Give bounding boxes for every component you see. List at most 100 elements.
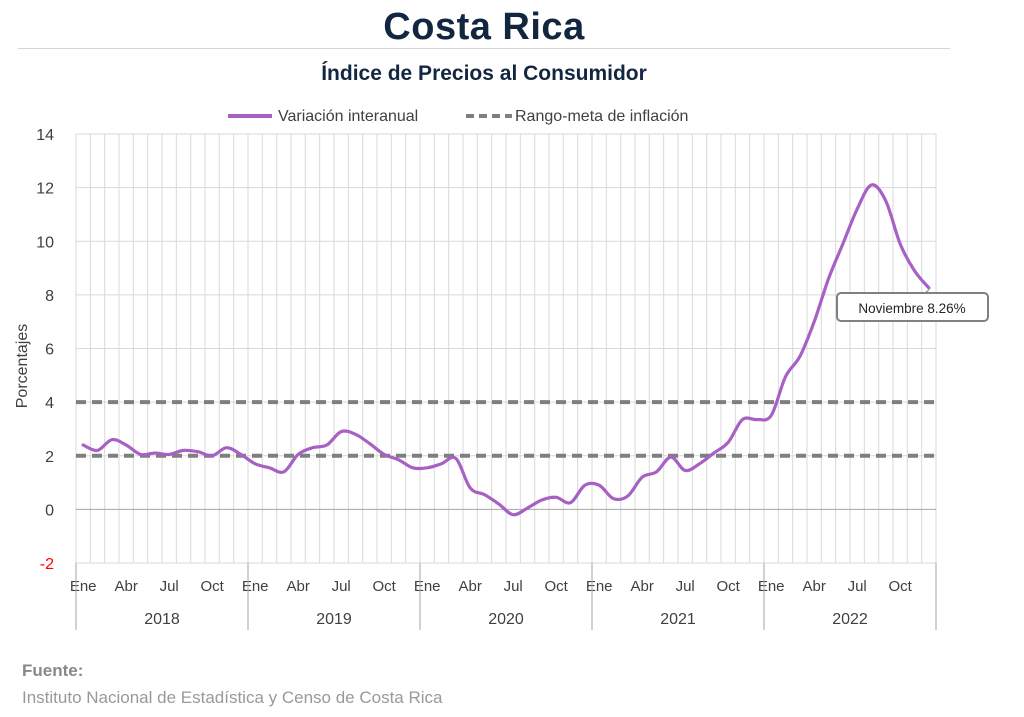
legend-label-rango: Rango-meta de inflación [515,108,688,125]
chart-legend: Variación interanual Rango-meta de infla… [228,108,688,125]
data-point [813,320,815,322]
data-point [784,375,786,377]
data-point [139,453,141,455]
data-point [225,447,227,449]
x-tick-year-label: 2018 [144,611,180,628]
x-tick-month-label: Jul [676,578,695,595]
data-point [842,243,844,245]
data-point [827,278,829,280]
x-tick-month-label: Oct [544,578,568,595]
y-tick-label: 12 [36,181,54,198]
data-point [512,514,514,516]
data-point [584,484,586,486]
data-point [641,476,643,478]
data-point [369,442,371,444]
x-tick-month-label: Jul [160,578,179,595]
data-point [354,433,356,435]
data-point [670,456,672,458]
x-tick-month-label: Abr [114,578,137,595]
data-point [483,493,485,495]
data-point [555,496,557,498]
x-tick-year-label: 2019 [316,611,352,628]
source-text: Instituto Nacional de Estadística y Cens… [22,688,443,707]
data-point [627,495,629,497]
data-point [612,497,614,499]
x-tick-year-label: 2021 [660,611,696,628]
data-point [928,287,930,289]
data-point [383,453,385,455]
y-tick-label: 14 [36,127,54,144]
y-tick-label: 2 [45,449,54,466]
data-point [283,471,285,473]
page-title: Costa Rica [383,6,585,48]
legend-label-variacion: Variación interanual [278,108,418,125]
data-point [770,414,772,416]
x-tick-month-label: Abr [802,578,825,595]
data-point [240,453,242,455]
x-tick-year-label: 2022 [832,611,868,628]
data-point [598,484,600,486]
y-tick-label: 6 [45,342,54,359]
x-tick-month-label: Abr [630,578,653,595]
data-point [684,469,686,471]
x-tick-month-label: Ene [70,578,97,595]
data-point [469,487,471,489]
data-point [569,501,571,503]
annotation-box [836,292,989,322]
chart-grid [75,133,937,564]
x-tick-month-label: Jul [332,578,351,595]
x-tick-month-label: Jul [848,578,867,595]
annotation-callout: Noviembre 8.26% [836,289,989,322]
data-point [82,444,84,446]
x-tick-month-label: Jul [504,578,523,595]
data-point [870,184,872,186]
x-tick-month-label: Ene [414,578,441,595]
title-divider [18,48,950,49]
data-point [455,457,457,459]
data-point [440,463,442,465]
data-point [856,208,858,210]
data-point [197,451,199,453]
y-tick-label: 4 [45,395,54,412]
data-point [111,438,113,440]
x-tick-year-label: 2020 [488,611,524,628]
y-axis: -2 0 2 4 6 8 10 12 14 [36,127,54,573]
data-point [168,453,170,455]
x-tick-month-label: Ene [586,578,613,595]
data-point [397,459,399,461]
data-point [498,503,500,505]
data-point [254,463,256,465]
chart-subtitle: Índice de Precios al Consumidor [321,62,647,85]
x-tick-month-label: Ene [242,578,269,595]
x-axis: Ene Abr Jul Oct 2018 Ene Abr Jul Oct 2019 Ene Abr Ju… [70,563,937,630]
data-point [182,449,184,451]
x-tick-month-label: Oct [372,578,396,595]
data-point [799,355,801,357]
data-point [96,449,98,451]
data-point [297,453,299,455]
data-point [154,452,156,454]
data-point [311,447,313,449]
y-axis-label: Porcentajes [14,324,31,409]
annotation-label: Noviembre 8.26% [858,301,965,316]
y-tick-label: 8 [45,288,54,305]
x-tick-month-label: Oct [200,578,224,595]
source-label: Fuente: [22,661,84,680]
data-point [541,499,543,501]
data-point [326,444,328,446]
y-tick-label: 0 [45,502,54,519]
y-tick-label: -2 [40,556,54,573]
data-point [899,243,901,245]
data-point [698,463,700,465]
data-point [655,471,657,473]
data-point [756,418,758,420]
x-tick-month-label: Abr [286,578,309,595]
x-tick-month-label: Oct [888,578,912,595]
data-point [913,270,915,272]
data-point [340,430,342,432]
data-point [211,455,213,457]
data-point [125,444,127,446]
data-point [741,418,743,420]
data-point [885,200,887,202]
